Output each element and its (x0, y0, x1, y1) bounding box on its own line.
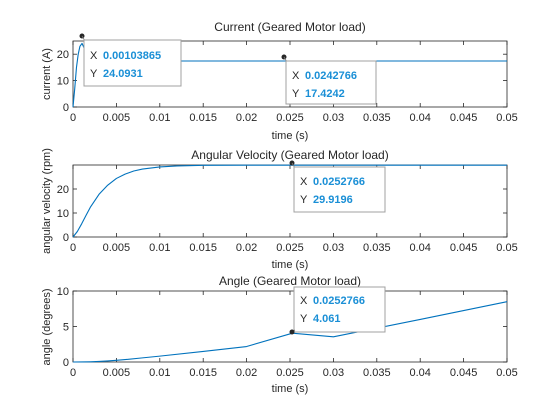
y-tick-label: 10 (57, 76, 69, 88)
x-tick-label: 0.025 (276, 242, 304, 254)
y-tick-label: 5 (63, 322, 69, 334)
series-line (72, 301, 508, 363)
y-tick-label: 0 (63, 357, 69, 369)
x-tick-label: 0.045 (450, 112, 478, 124)
y-tick-label: 20 (57, 49, 69, 61)
datatip-x-label: X (292, 70, 300, 82)
datatip-y-value: 17.4242 (305, 88, 345, 100)
x-tick-label: 0.045 (450, 367, 478, 379)
datatip-y-value: 24.0931 (103, 68, 143, 80)
x-tick-labels: 0 0.005 0.01 0.015 0.02 0.025 0.03 0.035 0.04 0.0… (70, 242, 518, 254)
x-tick-label: 0.04 (409, 367, 430, 379)
datatip-x-value: 0.0242766 (305, 70, 357, 82)
x-tick-labels: 0 0.005 0.01 0.015 0.02 0.025 0.03 0.035 0.04 0.0… (70, 112, 518, 124)
y-tick-label: 0 (63, 232, 69, 244)
datatip-box (83, 39, 182, 87)
x-tick-label: 0.035 (363, 112, 391, 124)
datatip[interactable]: X 0.0252766 Y 29.9196 (293, 166, 386, 213)
x-tick-label: 0 (70, 367, 76, 379)
datatip-y-label: Y (90, 68, 98, 80)
series-group (72, 301, 508, 363)
x-tick-label: 0.02 (236, 367, 257, 379)
x-tick-label: 0.015 (189, 242, 217, 254)
datatip-box (285, 60, 377, 105)
x-axis-label: time (s) (272, 259, 309, 271)
y-tick-labels: 0 5 10 (57, 286, 69, 369)
x-tick-label: 0.05 (496, 112, 517, 124)
x-tick-label: 0.04 (409, 242, 430, 254)
datatip-x-label: X (90, 50, 98, 62)
datatip-x-label: X (300, 295, 308, 307)
x-axis-label: time (s) (272, 383, 309, 395)
datatip-x-label: X (300, 176, 308, 188)
datatip-marker[interactable] (289, 329, 295, 335)
x-tick-label: 0.01 (149, 112, 170, 124)
y-tick-labels: 0 10 20 (57, 184, 69, 244)
datatip-x-value: 0.00103865 (103, 50, 161, 62)
x-tick-label: 0.015 (189, 112, 217, 124)
datatip-y-label: Y (300, 313, 308, 325)
datatip-box (293, 166, 386, 213)
x-tick-label: 0.005 (103, 112, 131, 124)
x-tick-label: 0.01 (149, 242, 170, 254)
x-tick-label: 0.025 (276, 367, 304, 379)
axes-box (72, 164, 508, 238)
x-tick-label: 0.02 (236, 112, 257, 124)
datatip[interactable]: X 0.00103865 Y 24.0931 (83, 39, 182, 87)
axis-ticks (72, 290, 508, 363)
datatip-y-value: 4.061 (313, 313, 341, 325)
x-tick-label: 0.025 (276, 112, 304, 124)
x-tick-label: 0 (70, 112, 76, 124)
axes-box (72, 290, 508, 363)
datatip-box (293, 286, 386, 333)
datatip[interactable]: X 0.0242766 Y 17.4242 (285, 60, 377, 105)
x-tick-label: 0.05 (496, 367, 517, 379)
panel-angle: Angle (Geared Motor load) 0 0.005 0.01 0.01… (41, 274, 518, 395)
x-axis-label: time (s) (272, 130, 309, 142)
datatip-x-value: 0.0252766 (313, 295, 365, 307)
x-tick-label: 0.005 (103, 242, 131, 254)
y-tick-label: 0 (63, 102, 69, 114)
chart-title: Angular Velocity (Geared Motor load) (191, 148, 388, 162)
x-tick-label: 0.05 (496, 242, 517, 254)
x-tick-label: 0.045 (450, 242, 478, 254)
x-tick-labels: 0 0.005 0.01 0.015 0.02 0.025 0.03 0.035 0.04 0.0… (70, 367, 518, 379)
series-line (72, 164, 507, 238)
x-tick-label: 0.03 (323, 112, 344, 124)
panel-angular-velocity: Angular Velocity (Geared Motor load) 0 0.… (41, 148, 518, 271)
y-axis-label: angular velocity (rpm) (41, 148, 53, 254)
y-axis-label: angle (degrees) (41, 288, 53, 365)
chart-title: Angle (Geared Motor load) (219, 274, 361, 288)
y-axis-label: current (A) (41, 48, 53, 100)
datatip-y-label: Y (300, 194, 308, 206)
x-tick-label: 0.035 (363, 242, 391, 254)
chart-title: Current (Geared Motor load) (214, 20, 365, 34)
x-tick-label: 0.01 (149, 367, 170, 379)
x-tick-label: 0.03 (323, 367, 344, 379)
panel-current: Current (Geared Motor load) 0 0.005 0.01 0.… (41, 20, 518, 142)
datatip-y-value: 29.9196 (313, 194, 353, 206)
x-tick-label: 0.005 (103, 367, 131, 379)
x-tick-label: 0.03 (323, 242, 344, 254)
datatip[interactable]: X 0.0252766 Y 4.061 (293, 286, 386, 333)
x-tick-label: 0.04 (409, 112, 430, 124)
y-tick-label: 10 (57, 286, 69, 298)
x-tick-label: 0 (70, 242, 76, 254)
y-tick-labels: 0 10 20 (57, 49, 69, 114)
datatip-y-label: Y (292, 88, 300, 100)
y-tick-label: 10 (57, 208, 69, 220)
x-tick-label: 0.035 (363, 367, 391, 379)
series-group (72, 164, 507, 238)
datatip-x-value: 0.0252766 (313, 176, 365, 188)
y-tick-label: 20 (57, 184, 69, 196)
x-tick-label: 0.015 (189, 367, 217, 379)
x-tick-label: 0.02 (236, 242, 257, 254)
